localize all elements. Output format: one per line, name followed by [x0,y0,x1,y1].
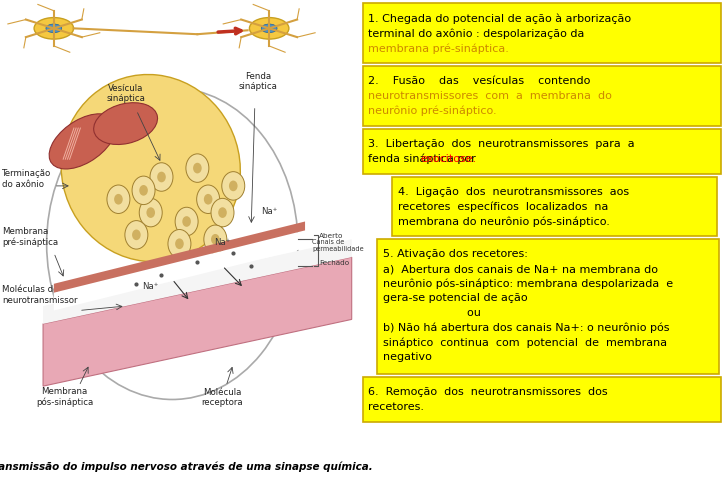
Text: Membrana
pré-sináptica: Membrana pré-sináptica [1,226,58,246]
Ellipse shape [61,75,241,262]
Polygon shape [43,240,352,324]
Circle shape [107,185,130,214]
Circle shape [175,239,183,249]
Ellipse shape [49,115,116,170]
Text: negativo: negativo [383,351,432,361]
Text: gera-se potencial de ação: gera-se potencial de ação [383,293,528,303]
Text: 2.    Fusão    das    vesículas    contendo: 2. Fusão das vesículas contendo [368,76,591,86]
Text: Moléculas do
neurotransmissor: Moléculas do neurotransmissor [1,285,78,304]
Circle shape [150,163,173,192]
Text: 5. Ativação dos recetores:: 5. Ativação dos recetores: [383,249,528,259]
Text: membrana pré-sináptica.: membrana pré-sináptica. [368,43,509,53]
Circle shape [139,199,162,227]
Text: fenda sináptica por: fenda sináptica por [368,153,480,163]
Text: terminal do axônio : despolarização da: terminal do axônio : despolarização da [368,28,585,39]
FancyBboxPatch shape [363,4,721,64]
Circle shape [168,230,191,259]
Text: Na⁺: Na⁺ [143,282,159,291]
Text: exocitose.: exocitose. [420,153,477,163]
Circle shape [157,172,166,183]
Text: b) Não há abertura dos canais Na+: o neurônio pós: b) Não há abertura dos canais Na+: o neu… [383,322,669,332]
Circle shape [211,199,234,227]
Circle shape [193,163,202,174]
Text: Membrana
pós-sináptica: Membrana pós-sináptica [36,386,94,406]
Circle shape [46,25,62,34]
Text: Na⁺: Na⁺ [261,206,278,215]
Text: Na⁺: Na⁺ [215,237,231,246]
Text: recetores  específicos  localizados  na: recetores específicos localizados na [397,201,608,211]
Polygon shape [54,231,305,311]
Text: 4.  Ligação  dos  neurotransmissores  aos: 4. Ligação dos neurotransmissores aos [397,186,629,196]
Circle shape [222,172,245,201]
Polygon shape [43,258,352,386]
Text: neurônio pós-sináptico: membrana despolarizada  e: neurônio pós-sináptico: membrana despola… [383,278,673,288]
Text: membrana do neurônio pós-sináptico.: membrana do neurônio pós-sináptico. [397,216,610,226]
Text: a)  Abertura dos canais de Na+ na membrana do: a) Abertura dos canais de Na+ na membran… [383,264,658,273]
Text: 6.  Remoção  dos  neurotransmissores  dos: 6. Remoção dos neurotransmissores dos [368,386,608,396]
FancyBboxPatch shape [363,377,721,422]
Circle shape [218,208,227,219]
FancyBboxPatch shape [378,240,718,374]
Circle shape [196,185,220,214]
Circle shape [182,217,191,227]
Text: recetores.: recetores. [368,401,424,411]
Text: 1. Chegada do potencial de ação à arborização: 1. Chegada do potencial de ação à arbori… [368,14,631,24]
Text: Canais de
permeabilidade: Canais de permeabilidade [312,239,364,252]
Text: Terminação
do axônio: Terminação do axônio [1,169,51,188]
Circle shape [114,195,123,205]
Text: neurônio pré-sináptico.: neurônio pré-sináptico. [368,105,497,116]
Circle shape [132,177,155,205]
FancyBboxPatch shape [363,129,721,174]
Circle shape [261,25,277,34]
Text: 3.  Libertação  dos  neurotransmissores  para  a: 3. Libertação dos neurotransmissores par… [368,139,635,148]
FancyBboxPatch shape [363,67,721,126]
Text: Molécula
receptora: Molécula receptora [202,387,244,406]
Circle shape [229,181,238,192]
Text: Fechado: Fechado [320,259,349,265]
Ellipse shape [94,103,157,145]
Text: neurotransmissores  com  a  membrana  do: neurotransmissores com a membrana do [368,91,612,101]
Circle shape [175,208,198,236]
Circle shape [211,234,220,245]
Circle shape [34,19,73,40]
Circle shape [204,225,227,254]
Circle shape [146,208,155,219]
Circle shape [125,221,148,249]
Text: Transmissão do impulso nervoso através de uma sinapse química.: Transmissão do impulso nervoso através d… [0,461,373,471]
Text: Vesícula
sináptica: Vesícula sináptica [106,83,145,103]
Circle shape [249,19,289,40]
Polygon shape [54,222,305,293]
Text: sináptico  continua  com  potencial  de  membrana: sináptico continua com potencial de memb… [383,337,667,347]
Circle shape [186,155,209,183]
Text: Fenda
sináptica: Fenda sináptica [239,71,278,91]
Circle shape [132,230,141,241]
Text: ou: ou [383,307,481,317]
Circle shape [204,195,212,205]
Text: Aberto: Aberto [320,233,344,239]
FancyBboxPatch shape [392,177,717,237]
Circle shape [139,185,148,196]
